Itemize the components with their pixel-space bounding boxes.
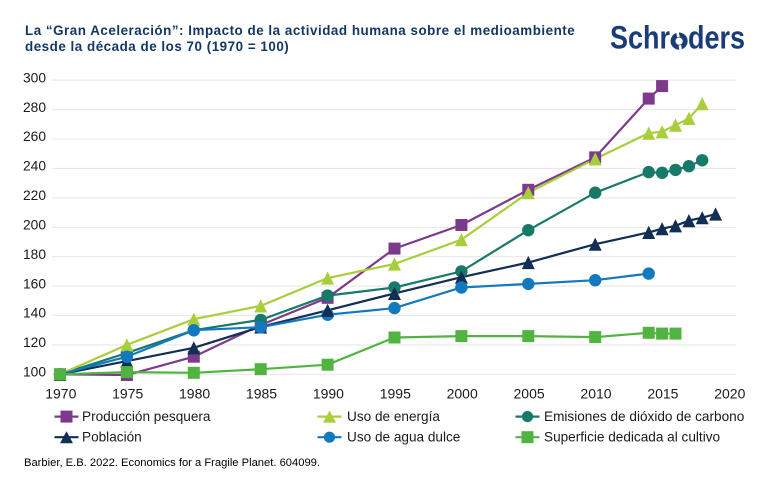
svg-text:Uso de agua dulce: Uso de agua dulce [347,430,460,445]
svg-text:260: 260 [23,129,46,144]
svg-text:ders: ders [688,25,745,56]
svg-text:2010: 2010 [580,385,611,401]
svg-text:Schr: Schr [610,25,670,56]
svg-text:2015: 2015 [647,385,678,401]
svg-text:Superficie dedicada al cultivo: Superficie dedicada al cultivo [544,430,720,445]
svg-text:1985: 1985 [246,385,277,401]
svg-text:Uso de energía: Uso de energía [347,409,440,424]
svg-text:140: 140 [23,306,46,321]
svg-text:Emisiones de dióxido de carbon: Emisiones de dióxido de carbono [544,409,744,424]
svg-text:120: 120 [23,335,46,350]
svg-text:2000: 2000 [447,385,478,401]
svg-text:1990: 1990 [313,385,344,401]
svg-text:1970: 1970 [45,385,76,401]
svg-text:100: 100 [23,365,46,380]
svg-text:1980: 1980 [179,385,210,401]
svg-text:180: 180 [23,247,46,262]
svg-text:2005: 2005 [514,385,545,401]
svg-text:1975: 1975 [112,385,143,401]
svg-text:1995: 1995 [380,385,411,401]
svg-text:Producción pesquera: Producción pesquera [82,409,211,424]
svg-text:200: 200 [23,218,46,233]
svg-text:160: 160 [23,276,46,291]
svg-text:2020: 2020 [714,385,745,401]
svg-text:Población: Población [82,430,142,445]
svg-text:220: 220 [23,188,46,203]
svg-text:280: 280 [23,100,46,115]
svg-text:300: 300 [23,70,46,85]
svg-text:240: 240 [23,159,46,174]
